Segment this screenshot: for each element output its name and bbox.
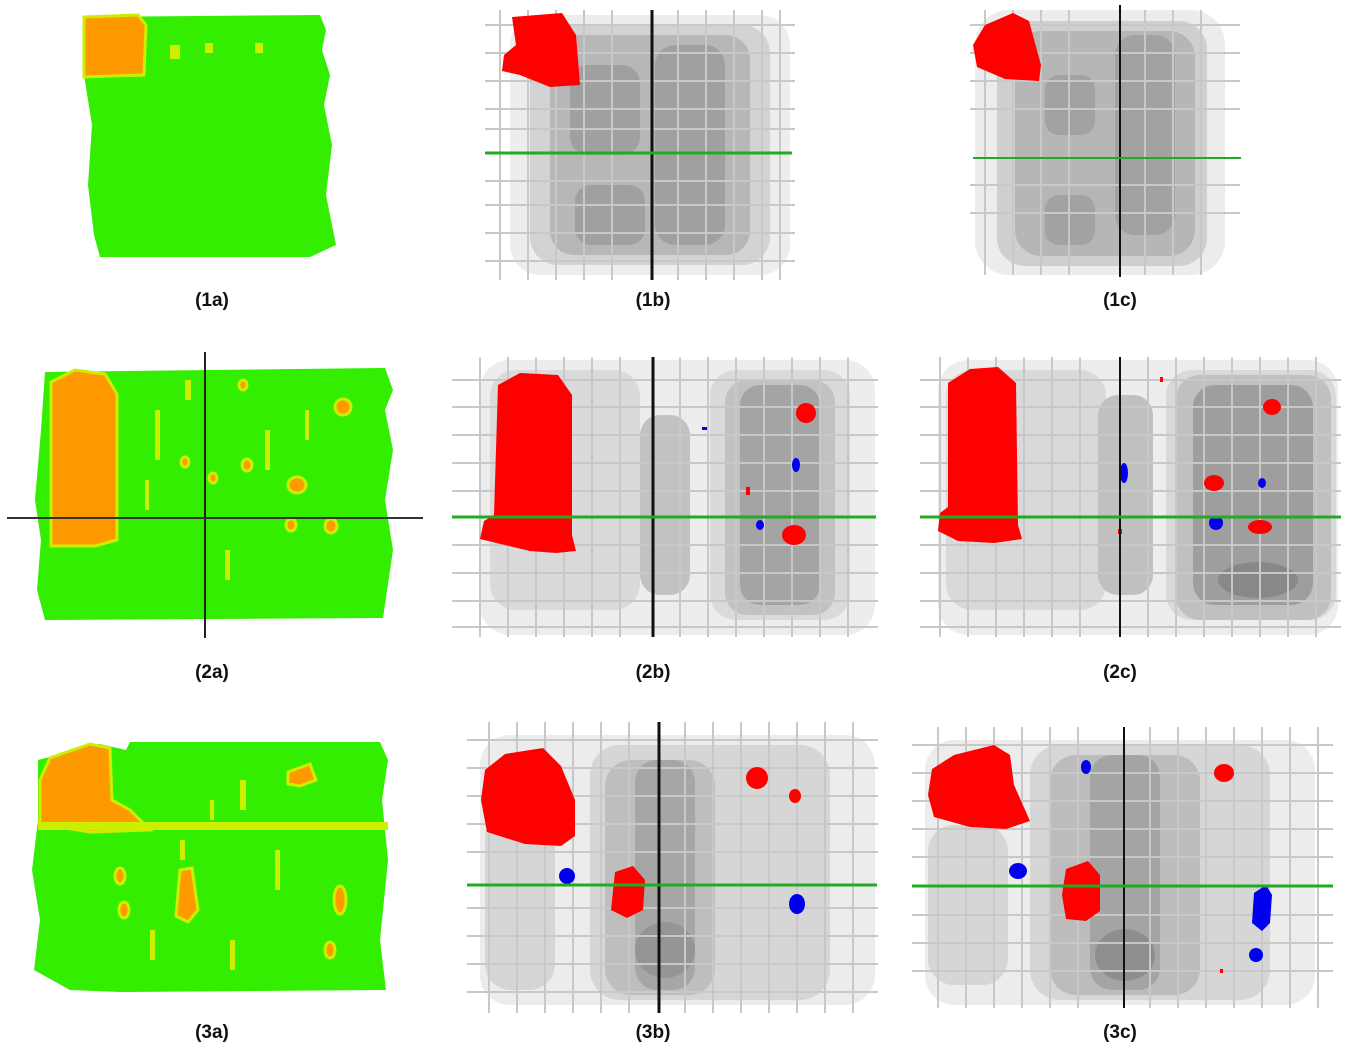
grid-map-3c xyxy=(912,727,1333,1008)
grid-map-1b xyxy=(485,10,795,280)
grid-map-2b xyxy=(452,357,878,637)
defect-red xyxy=(928,745,1030,829)
caption-3b: (3b) xyxy=(635,1022,671,1043)
panel-2b xyxy=(450,355,880,640)
panel-1c xyxy=(965,5,1245,280)
surface-map-2a xyxy=(7,352,423,638)
panel-3c xyxy=(910,725,1335,1010)
caption-1b: (1b) xyxy=(635,290,671,311)
caption-1a: (1a) xyxy=(195,290,229,311)
caption-1c: (1c) xyxy=(1103,290,1137,311)
caption-2a: (2a) xyxy=(195,662,229,683)
defect-red xyxy=(502,13,580,87)
defect-red xyxy=(480,373,576,553)
caption-2c: (2c) xyxy=(1103,662,1137,683)
panel-3a xyxy=(30,740,400,1000)
caption-2b: (2b) xyxy=(635,662,671,683)
panel-2a xyxy=(5,350,425,640)
caption-3a: (3a) xyxy=(195,1022,229,1043)
panel-1b xyxy=(480,5,800,285)
grid-map-3b xyxy=(467,722,878,1013)
grid-map-2c xyxy=(920,357,1341,637)
panel-1a xyxy=(70,5,350,270)
defect-red xyxy=(481,748,575,846)
panel-3b xyxy=(465,720,880,1015)
surface-map-1a xyxy=(82,13,336,257)
panel-2c xyxy=(918,355,1343,640)
grid-map-1c xyxy=(970,5,1241,277)
defect-red xyxy=(973,13,1041,81)
caption-3c: (3c) xyxy=(1103,1022,1137,1043)
defect-red xyxy=(938,367,1022,543)
surface-map-3a xyxy=(32,742,388,992)
